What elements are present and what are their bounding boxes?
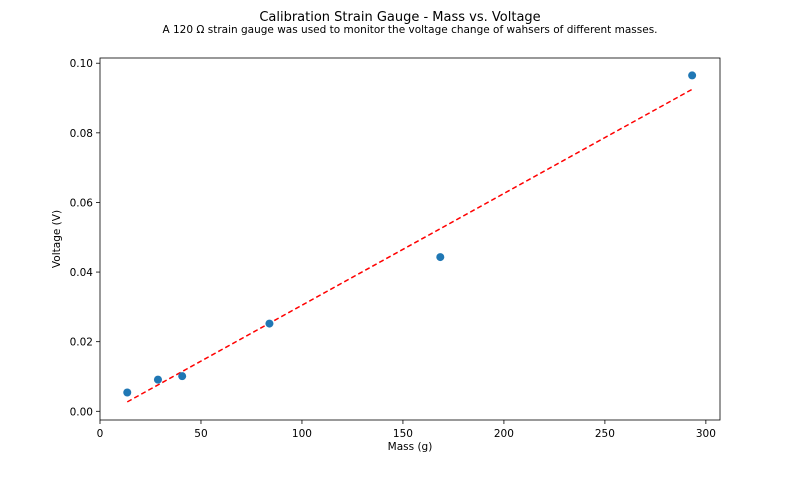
x-tick-label: 250 bbox=[595, 428, 615, 440]
y-tick-label: 0.02 bbox=[70, 337, 93, 349]
x-tick-label: 100 bbox=[292, 428, 312, 440]
x-tick-label: 50 bbox=[194, 428, 207, 440]
x-tick-label: 200 bbox=[494, 428, 514, 440]
y-tick-label: 0.06 bbox=[70, 197, 94, 209]
x-tick-label: 0 bbox=[97, 428, 104, 440]
y-tick-label: 0.00 bbox=[70, 406, 93, 418]
x-tick-label: 150 bbox=[393, 428, 413, 440]
data-point bbox=[688, 71, 697, 80]
data-point bbox=[123, 388, 132, 397]
y-tick-label: 0.10 bbox=[70, 58, 93, 70]
chart-subtitle: A 120 Ω strain gauge was used to monitor… bbox=[162, 24, 657, 36]
y-axis: 0.00 0.02 0.04 0.06 0.08 0.10 bbox=[70, 58, 100, 418]
chart-title: Calibration Strain Gauge - Mass vs. Volt… bbox=[259, 10, 540, 25]
y-axis-label: Voltage (V) bbox=[51, 210, 63, 268]
y-tick-label: 0.08 bbox=[70, 128, 93, 140]
x-tick-label: 300 bbox=[696, 428, 716, 440]
plot-frame bbox=[99, 57, 721, 421]
x-axis: 0 50 100 150 200 250 300 bbox=[97, 420, 716, 440]
data-point bbox=[436, 253, 445, 262]
x-axis-label: Mass (g) bbox=[388, 441, 433, 453]
plot-layer bbox=[123, 71, 697, 403]
fit-line bbox=[126, 88, 693, 403]
data-point bbox=[153, 375, 162, 384]
y-tick-label: 0.04 bbox=[70, 267, 94, 279]
data-point bbox=[178, 372, 187, 381]
data-point bbox=[265, 319, 274, 328]
